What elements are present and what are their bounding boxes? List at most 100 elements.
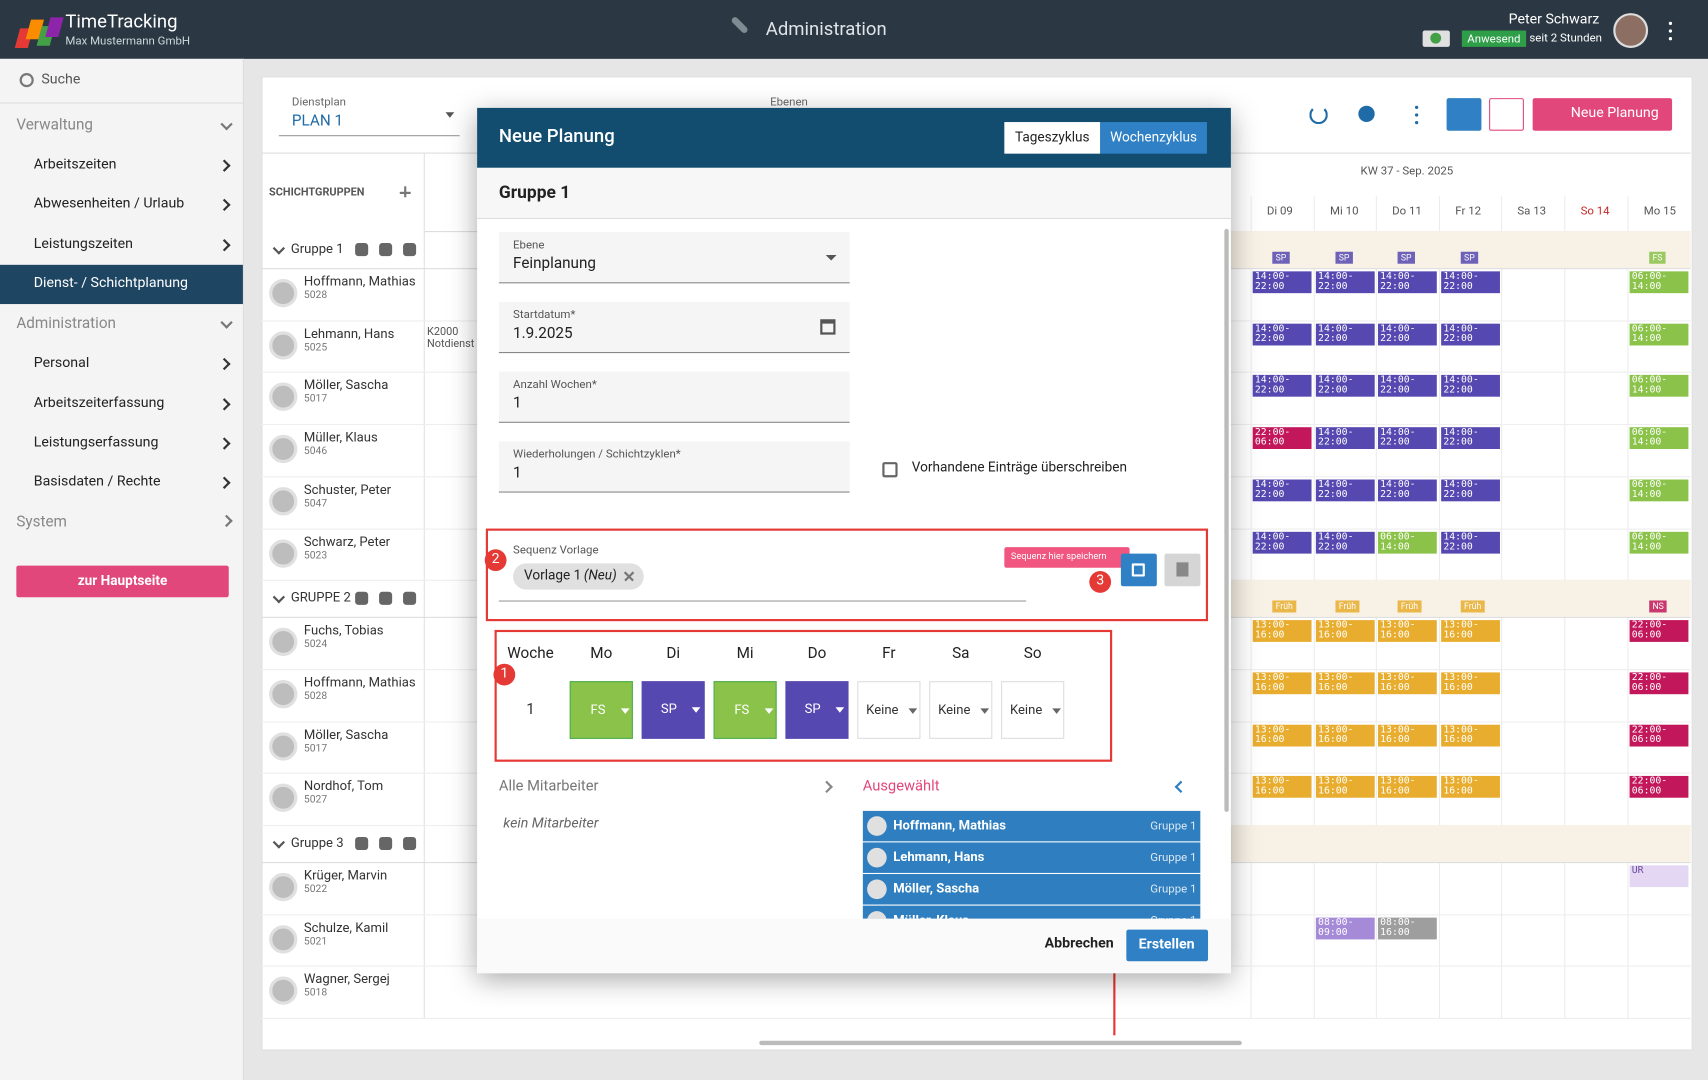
layers-button[interactable] [1446, 98, 1482, 131]
shift-cell[interactable]: 14:00- 22:00 [1252, 323, 1312, 346]
user-avatar[interactable] [1613, 13, 1649, 48]
shift-cell[interactable]: 14:00- 22:00 [1252, 271, 1312, 294]
shift-cell[interactable]: 14:00- 22:00 [1252, 479, 1312, 502]
group-name[interactable]: Gruppe 3 [290, 834, 344, 851]
nav-item[interactable]: Dienst- / Schichtplanung [33, 275, 188, 292]
shift-cell[interactable]: 08:00- 09:00 [1315, 917, 1375, 940]
group-action-icon[interactable] [354, 836, 368, 851]
refresh-icon[interactable] [1309, 105, 1328, 125]
nav-item[interactable]: Arbeitszeiterfassung [33, 394, 165, 411]
settings-icon[interactable] [1358, 105, 1375, 123]
shift-cell[interactable]: 14:00- 22:00 [1315, 375, 1375, 398]
group-action-icon[interactable] [378, 836, 392, 851]
template-chip[interactable]: Vorlage 1 (Neu) [513, 563, 644, 590]
shift-cell[interactable]: 06:00- 14:00 [1629, 479, 1689, 502]
nav-section[interactable]: System [16, 513, 67, 532]
shift-cell[interactable]: 06:00- 14:00 [1377, 531, 1437, 554]
employee-name[interactable]: Schulze, Kamil [303, 919, 389, 935]
save-button[interactable] [1120, 553, 1157, 587]
shift-cell[interactable]: 06:00- 14:00 [1629, 427, 1689, 450]
shift-cell[interactable]: 14:00- 22:00 [1441, 271, 1500, 294]
group-action-icon[interactable] [402, 243, 416, 257]
employee-name[interactable]: Wagner, Sergej [303, 971, 390, 987]
all-staff-title[interactable]: Alle Mitarbeiter [498, 777, 599, 795]
shift-cell[interactable]: 22:00- 06:00 [1252, 427, 1312, 450]
shift-cell[interactable]: 14:00- 22:00 [1377, 323, 1437, 346]
nav-item[interactable]: Arbeitszeiten [33, 156, 117, 173]
cancel-button[interactable]: Abbrechen [1044, 935, 1114, 952]
week-cell[interactable]: SP [641, 681, 705, 739]
home-button[interactable]: zur Hauptseite [16, 565, 229, 598]
mode-toggle[interactable]: Wochenzyklus [1100, 122, 1207, 154]
group-name[interactable]: GRUPPE 2 [290, 589, 351, 606]
nav-item[interactable]: Abwesenheiten / Urlaub [33, 195, 185, 213]
shift-cell[interactable]: 13:00- 16:00 [1441, 620, 1500, 643]
shift-cell[interactable]: 14:00- 22:00 [1377, 375, 1437, 398]
field-bg[interactable] [498, 371, 850, 423]
shift-cell[interactable]: 13:00- 16:00 [1252, 620, 1312, 643]
nav-item[interactable]: Basisdaten / Rechte [33, 473, 161, 491]
shift-cell[interactable]: 14:00- 22:00 [1315, 479, 1375, 502]
field-bg[interactable] [498, 301, 850, 354]
group-action-icon[interactable] [402, 836, 416, 851]
nav-section[interactable]: Administration [16, 315, 116, 333]
shift-cell[interactable]: 14:00- 22:00 [1441, 427, 1500, 450]
shift-cell[interactable]: 13:00- 16:00 [1377, 620, 1437, 643]
shift-cell[interactable]: 06:00- 14:00 [1629, 323, 1689, 346]
employee-name[interactable]: Hoffmann, Mathias [303, 273, 416, 289]
employee-name[interactable]: Schuster, Peter [303, 481, 392, 497]
create-button[interactable]: Erstellen [1126, 929, 1209, 962]
shift-cell[interactable]: 13:00- 16:00 [1252, 724, 1312, 747]
shift-cell[interactable]: 14:00- 22:00 [1252, 531, 1312, 554]
download-button[interactable] [1489, 98, 1524, 131]
field-bg[interactable] [498, 441, 850, 493]
nav-item[interactable]: Personal [33, 354, 90, 372]
shift-cell[interactable]: 22:00- 06:00 [1629, 776, 1689, 799]
employee-name[interactable]: Hoffmann, Mathias [303, 674, 416, 690]
week-cell[interactable]: Keine [1001, 681, 1065, 739]
shift-cell[interactable]: 13:00- 16:00 [1252, 672, 1312, 695]
shift-cell[interactable]: 13:00- 16:00 [1441, 776, 1500, 799]
employee-name[interactable]: Schwarz, Peter [303, 533, 391, 549]
employee-name[interactable]: Müller, Klaus [303, 429, 378, 445]
group-action-icon[interactable] [378, 591, 392, 606]
shift-cell[interactable]: 14:00- 22:00 [1441, 531, 1500, 554]
shift-cell[interactable]: 14:00- 22:00 [1252, 375, 1312, 398]
shift-cell[interactable]: 13:00- 16:00 [1315, 672, 1375, 695]
calendar-icon[interactable] [820, 319, 836, 335]
selected-item[interactable]: Hoffmann, Mathias Gruppe 1 [862, 810, 1201, 842]
nav-item[interactable]: Leistungserfassung [33, 434, 159, 451]
shift-cell[interactable]: 14:00- 22:00 [1315, 271, 1375, 294]
week-cell[interactable]: FS [569, 681, 633, 739]
shift-cell[interactable]: 22:00- 06:00 [1629, 620, 1689, 643]
employee-name[interactable]: Fuchs, Tobias [303, 622, 384, 638]
shift-cell[interactable]: 14:00- 22:00 [1315, 531, 1375, 554]
shift-cell[interactable]: 14:00- 22:00 [1441, 323, 1500, 346]
shift-cell[interactable]: 13:00- 16:00 [1441, 724, 1500, 747]
shift-cell[interactable]: 13:00- 16:00 [1252, 776, 1312, 799]
shift-cell[interactable]: 14:00- 22:00 [1377, 479, 1437, 502]
shift-cell[interactable]: 14:00- 22:00 [1315, 323, 1375, 346]
shift-cell[interactable]: 22:00- 06:00 [1629, 672, 1689, 695]
mode-toggle[interactable]: Tageszyklus [1004, 122, 1101, 154]
shift-cell[interactable]: 06:00- 14:00 [1629, 375, 1689, 398]
selected-title[interactable]: Ausgewählt [862, 777, 940, 795]
selected-item[interactable]: Müller, Klaus Gruppe 1 [862, 905, 1201, 919]
shift-cell[interactable]: UR [1629, 865, 1689, 888]
shift-cell[interactable]: 08:00- 16:00 [1377, 917, 1437, 940]
shift-cell[interactable]: 13:00- 16:00 [1315, 620, 1375, 643]
group-action-icon[interactable] [354, 591, 368, 606]
shift-cell[interactable]: 13:00- 16:00 [1377, 724, 1437, 747]
employee-name[interactable]: Krüger, Marvin [303, 867, 388, 883]
week-cell[interactable]: Keine [929, 681, 993, 739]
group-action-icon[interactable] [378, 243, 392, 257]
shift-cell[interactable]: 13:00- 16:00 [1441, 672, 1500, 695]
week-cell[interactable]: Keine [857, 681, 921, 739]
group-action-icon[interactable] [402, 591, 416, 606]
checkbox[interactable] [882, 462, 898, 478]
selected-item[interactable]: Lehmann, Hans Gruppe 1 [862, 842, 1201, 873]
shift-cell[interactable]: 14:00- 22:00 [1441, 479, 1500, 502]
shift-cell[interactable]: 14:00- 22:00 [1377, 427, 1437, 450]
search-label[interactable]: Suche [41, 71, 81, 88]
shift-cell[interactable]: 22:00- 06:00 [1629, 724, 1689, 747]
